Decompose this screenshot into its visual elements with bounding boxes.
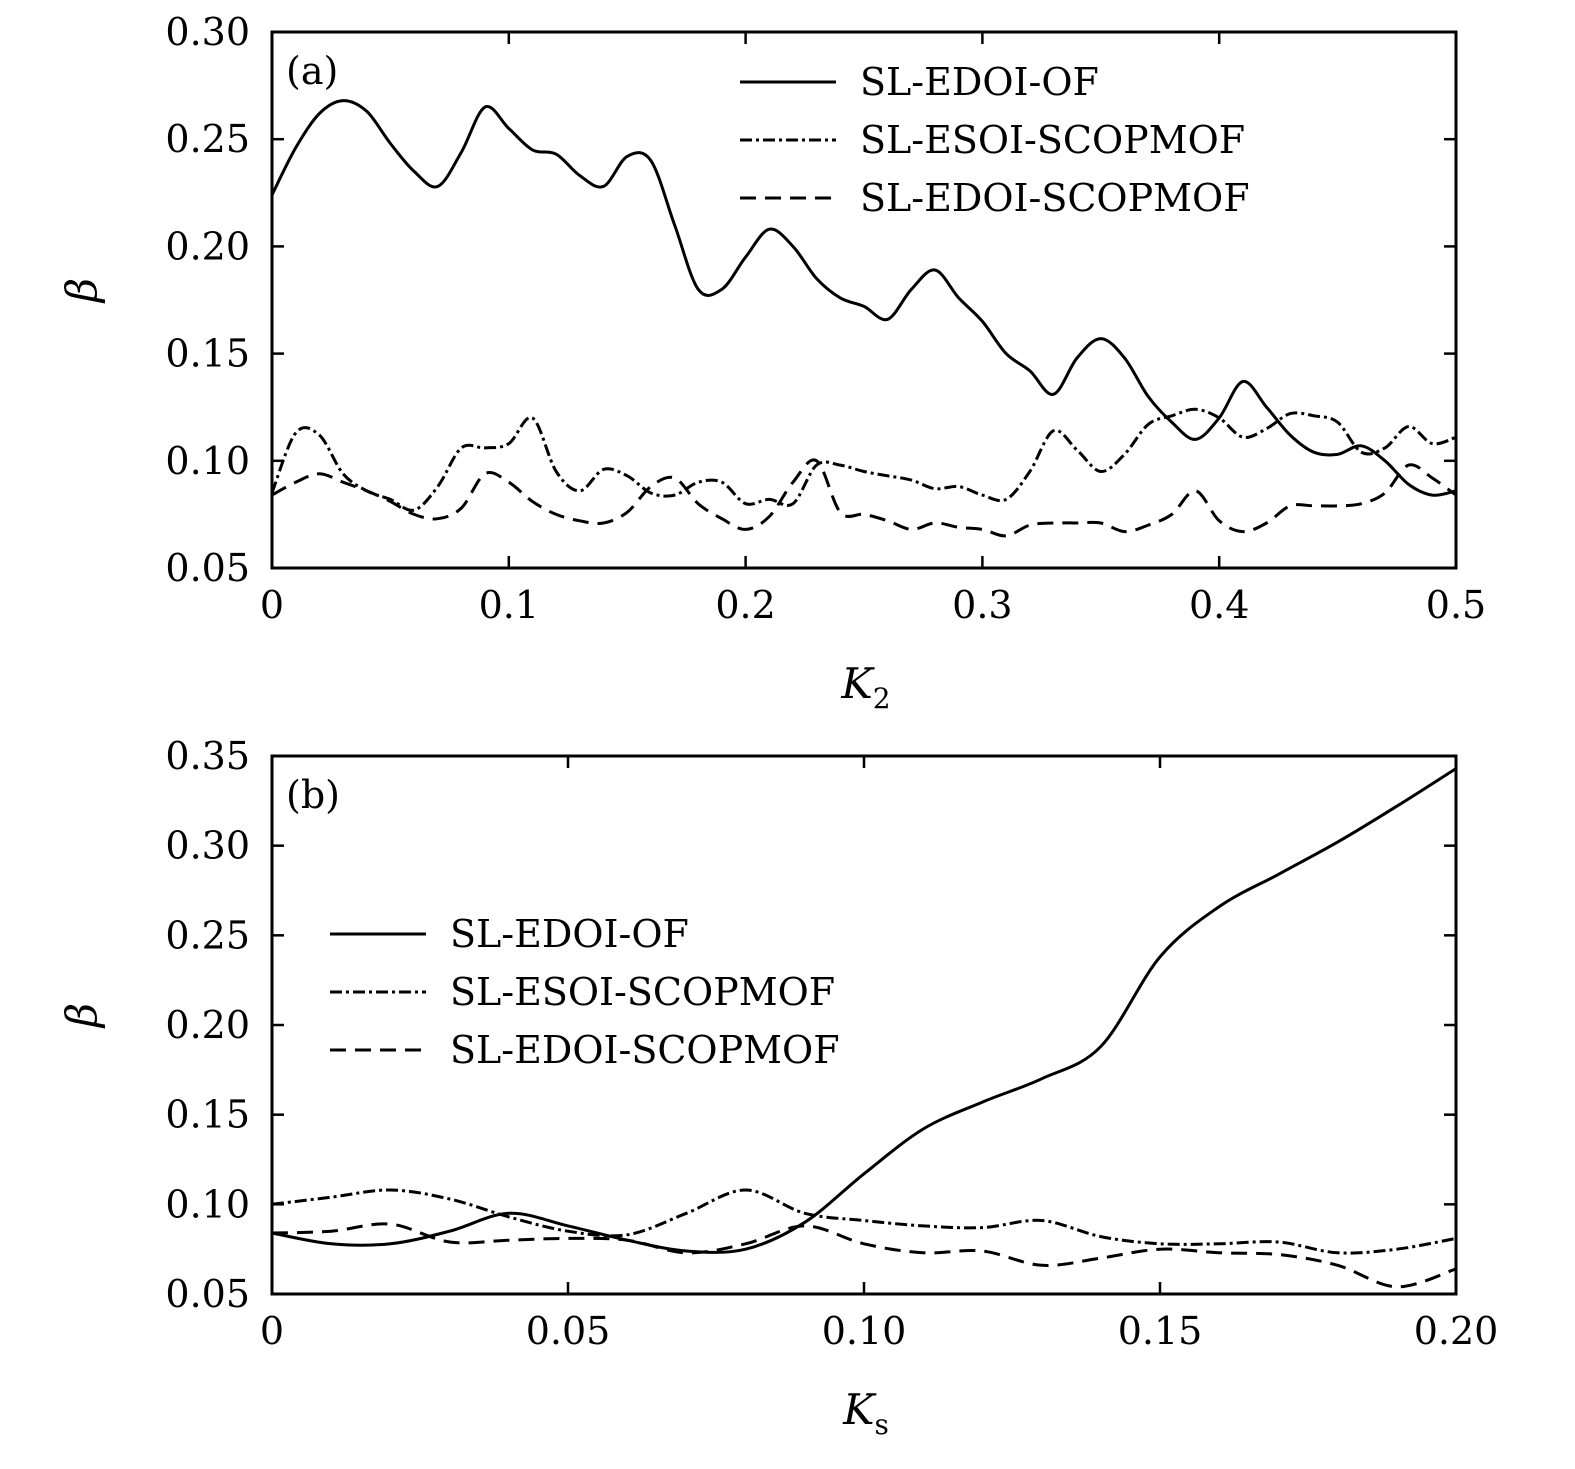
x-tick-label: 0.10 bbox=[822, 1309, 907, 1353]
y-tick-label: 0.10 bbox=[165, 1182, 250, 1226]
series-line-3 bbox=[271, 458, 1457, 538]
x-tick-label: 0.5 bbox=[1426, 583, 1486, 627]
plot-frame bbox=[270, 754, 1458, 1296]
legend-label-1: SL-EDOI-OF bbox=[860, 60, 1099, 104]
y-axis-title: β bbox=[57, 278, 106, 304]
x-axis-title: K2 bbox=[840, 659, 890, 715]
y-tick-label: 0.35 bbox=[165, 734, 250, 778]
plot-frame bbox=[270, 30, 1458, 570]
y-tick-label: 0.15 bbox=[165, 332, 250, 376]
y-tick-label: 0.15 bbox=[165, 1093, 250, 1137]
panel-label: (b) bbox=[286, 773, 340, 817]
y-tick-label: 0.25 bbox=[165, 117, 250, 161]
series-line-1 bbox=[271, 767, 1457, 1254]
y-tick-label: 0.30 bbox=[165, 824, 250, 868]
x-tick-label: 0.2 bbox=[715, 583, 775, 627]
y-tick-label: 0.10 bbox=[165, 439, 250, 483]
legend-label-1: SL-EDOI-OF bbox=[450, 912, 689, 956]
chart-panel-a: 0 0.1 0.2 0.3 0.4 0.5 0.05 0.10 0.15 0.20 0.25 0.30… bbox=[57, 10, 1486, 715]
series-line-1 bbox=[270, 99, 1457, 497]
x-tick-label: 0.4 bbox=[1189, 583, 1249, 627]
series-line-2 bbox=[270, 407, 1457, 512]
chart-panel-b: 0 0.05 0.10 0.15 0.200.050.100.150.200.250.3… bbox=[57, 734, 1498, 1441]
x-tick-label: 0.05 bbox=[526, 1309, 611, 1353]
x-tick-label: 0.20 bbox=[1414, 1309, 1499, 1353]
legend-label-3: SL-EDOI-SCOPMOF bbox=[860, 176, 1250, 220]
y-tick-label: 0.05 bbox=[165, 1272, 250, 1316]
legend: SL-EDOI-OF SL-ESOI-SCOPMOF SL-EDOI-SCOPMOF bbox=[330, 912, 840, 1072]
y-tick-label: 0.05 bbox=[165, 546, 250, 590]
y-tick-label: 0.20 bbox=[165, 1003, 250, 1047]
legend-label-2: SL-ESOI-SCOPMOF bbox=[450, 970, 835, 1014]
x-tick-label: 0 bbox=[260, 1309, 284, 1353]
y-tick-label: 0.25 bbox=[165, 913, 250, 957]
y-tick-label: 0.30 bbox=[165, 10, 250, 54]
legend: SL-EDOI-OF SL-ESOI-SCOPMOF SL-EDOI-SCOPMOF bbox=[740, 60, 1250, 220]
panel-label: (a) bbox=[286, 49, 338, 93]
x-axis-title-subscript: 2 bbox=[873, 682, 891, 715]
x-tick-label: 0.1 bbox=[479, 583, 539, 627]
x-axis-title-main: K bbox=[840, 659, 875, 708]
legend-label-3: SL-EDOI-SCOPMOF bbox=[450, 1028, 840, 1072]
x-tick-label: 0.3 bbox=[952, 583, 1012, 627]
x-axis-title-subscript: s bbox=[875, 1408, 889, 1441]
legend-label-2: SL-ESOI-SCOPMOF bbox=[860, 118, 1245, 162]
x-tick-label: 0 bbox=[260, 583, 284, 627]
x-axis-title: Ks bbox=[842, 1385, 889, 1441]
x-tick-label: 0.15 bbox=[1118, 1309, 1203, 1353]
y-tick-label: 0.20 bbox=[165, 224, 250, 268]
x-axis-title-main: K bbox=[842, 1385, 877, 1434]
series-line-3 bbox=[271, 1222, 1457, 1289]
y-axis-title: β bbox=[57, 1003, 106, 1029]
